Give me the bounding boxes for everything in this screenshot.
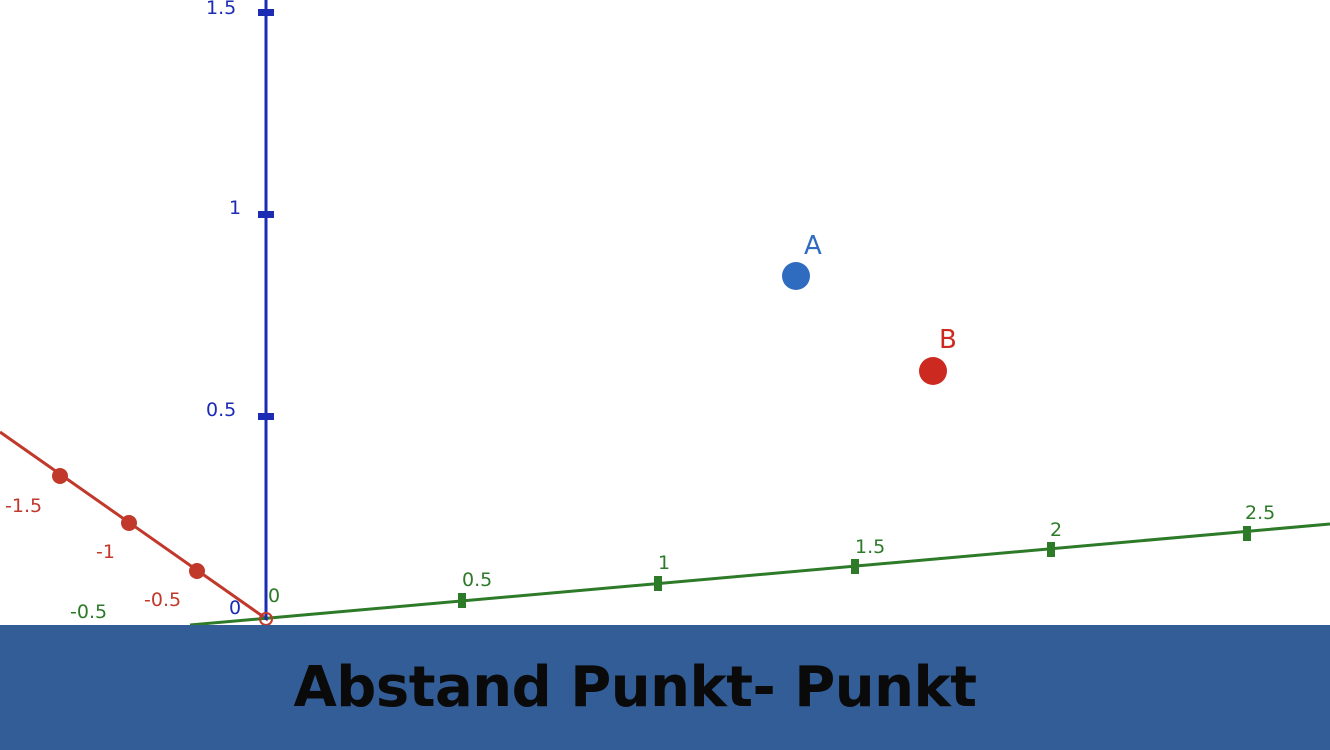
- x-axis-tick-dot: [121, 515, 137, 531]
- origin-marker: [259, 612, 273, 625]
- point-a[interactable]: A: [782, 231, 822, 290]
- x-axis-tick-label: -0.5: [144, 589, 181, 611]
- y-axis-line: [189, 522, 1330, 625]
- point-a-marker[interactable]: [782, 262, 810, 290]
- z-axis-tick: [258, 413, 274, 420]
- z-axis-tick-label: 1: [229, 197, 241, 219]
- point-a-label: A: [804, 231, 822, 261]
- y-axis-tick-label: 2.5: [1245, 502, 1275, 524]
- z-axis-tick-label: 0.5: [206, 399, 236, 421]
- banner-title: Abstand Punkt- Punkt: [293, 655, 977, 720]
- z-axis-tick: [258, 211, 274, 218]
- origin: 0 0 -0.5: [70, 585, 280, 625]
- z-axis: 1.5 1 0.5: [206, 0, 274, 620]
- coordinate-system-3d: -1.5 -1 -0.5 0.5 1 1.5 2 2.5 1.5 1 0.5 0…: [0, 0, 1330, 625]
- origin-label-z: 0: [229, 597, 241, 619]
- y-axis-tick: [654, 576, 662, 591]
- y-axis-tick-label: 0.5: [462, 569, 492, 591]
- x-axis-tick-label: -1: [96, 541, 115, 563]
- point-b[interactable]: B: [919, 325, 957, 385]
- y-axis: 0.5 1 1.5 2 2.5: [189, 502, 1330, 625]
- z-axis-tick: [258, 9, 274, 16]
- point-b-label: B: [939, 325, 957, 355]
- y-axis-tick: [458, 593, 466, 608]
- y-axis-tick: [1243, 526, 1251, 541]
- z-axis-tick-label: 1.5: [206, 0, 236, 19]
- origin-label-y: 0: [268, 585, 280, 607]
- x-axis-tick-dot: [52, 468, 68, 484]
- y-axis-tick: [851, 559, 859, 574]
- origin-label-x: -0.5: [70, 601, 107, 623]
- y-axis-tick: [1047, 542, 1055, 557]
- y-axis-tick-label: 1.5: [855, 536, 885, 558]
- y-axis-tick-label: 2: [1050, 519, 1062, 541]
- x-axis-tick-label: -1.5: [5, 495, 42, 517]
- x-axis-tick-dot: [189, 563, 205, 579]
- title-banner: Abstand Punkt- Punkt: [0, 625, 1330, 750]
- x-axis: -1.5 -1 -0.5: [0, 430, 269, 622]
- point-b-marker[interactable]: [919, 357, 947, 385]
- y-axis-tick-label: 1: [658, 552, 670, 574]
